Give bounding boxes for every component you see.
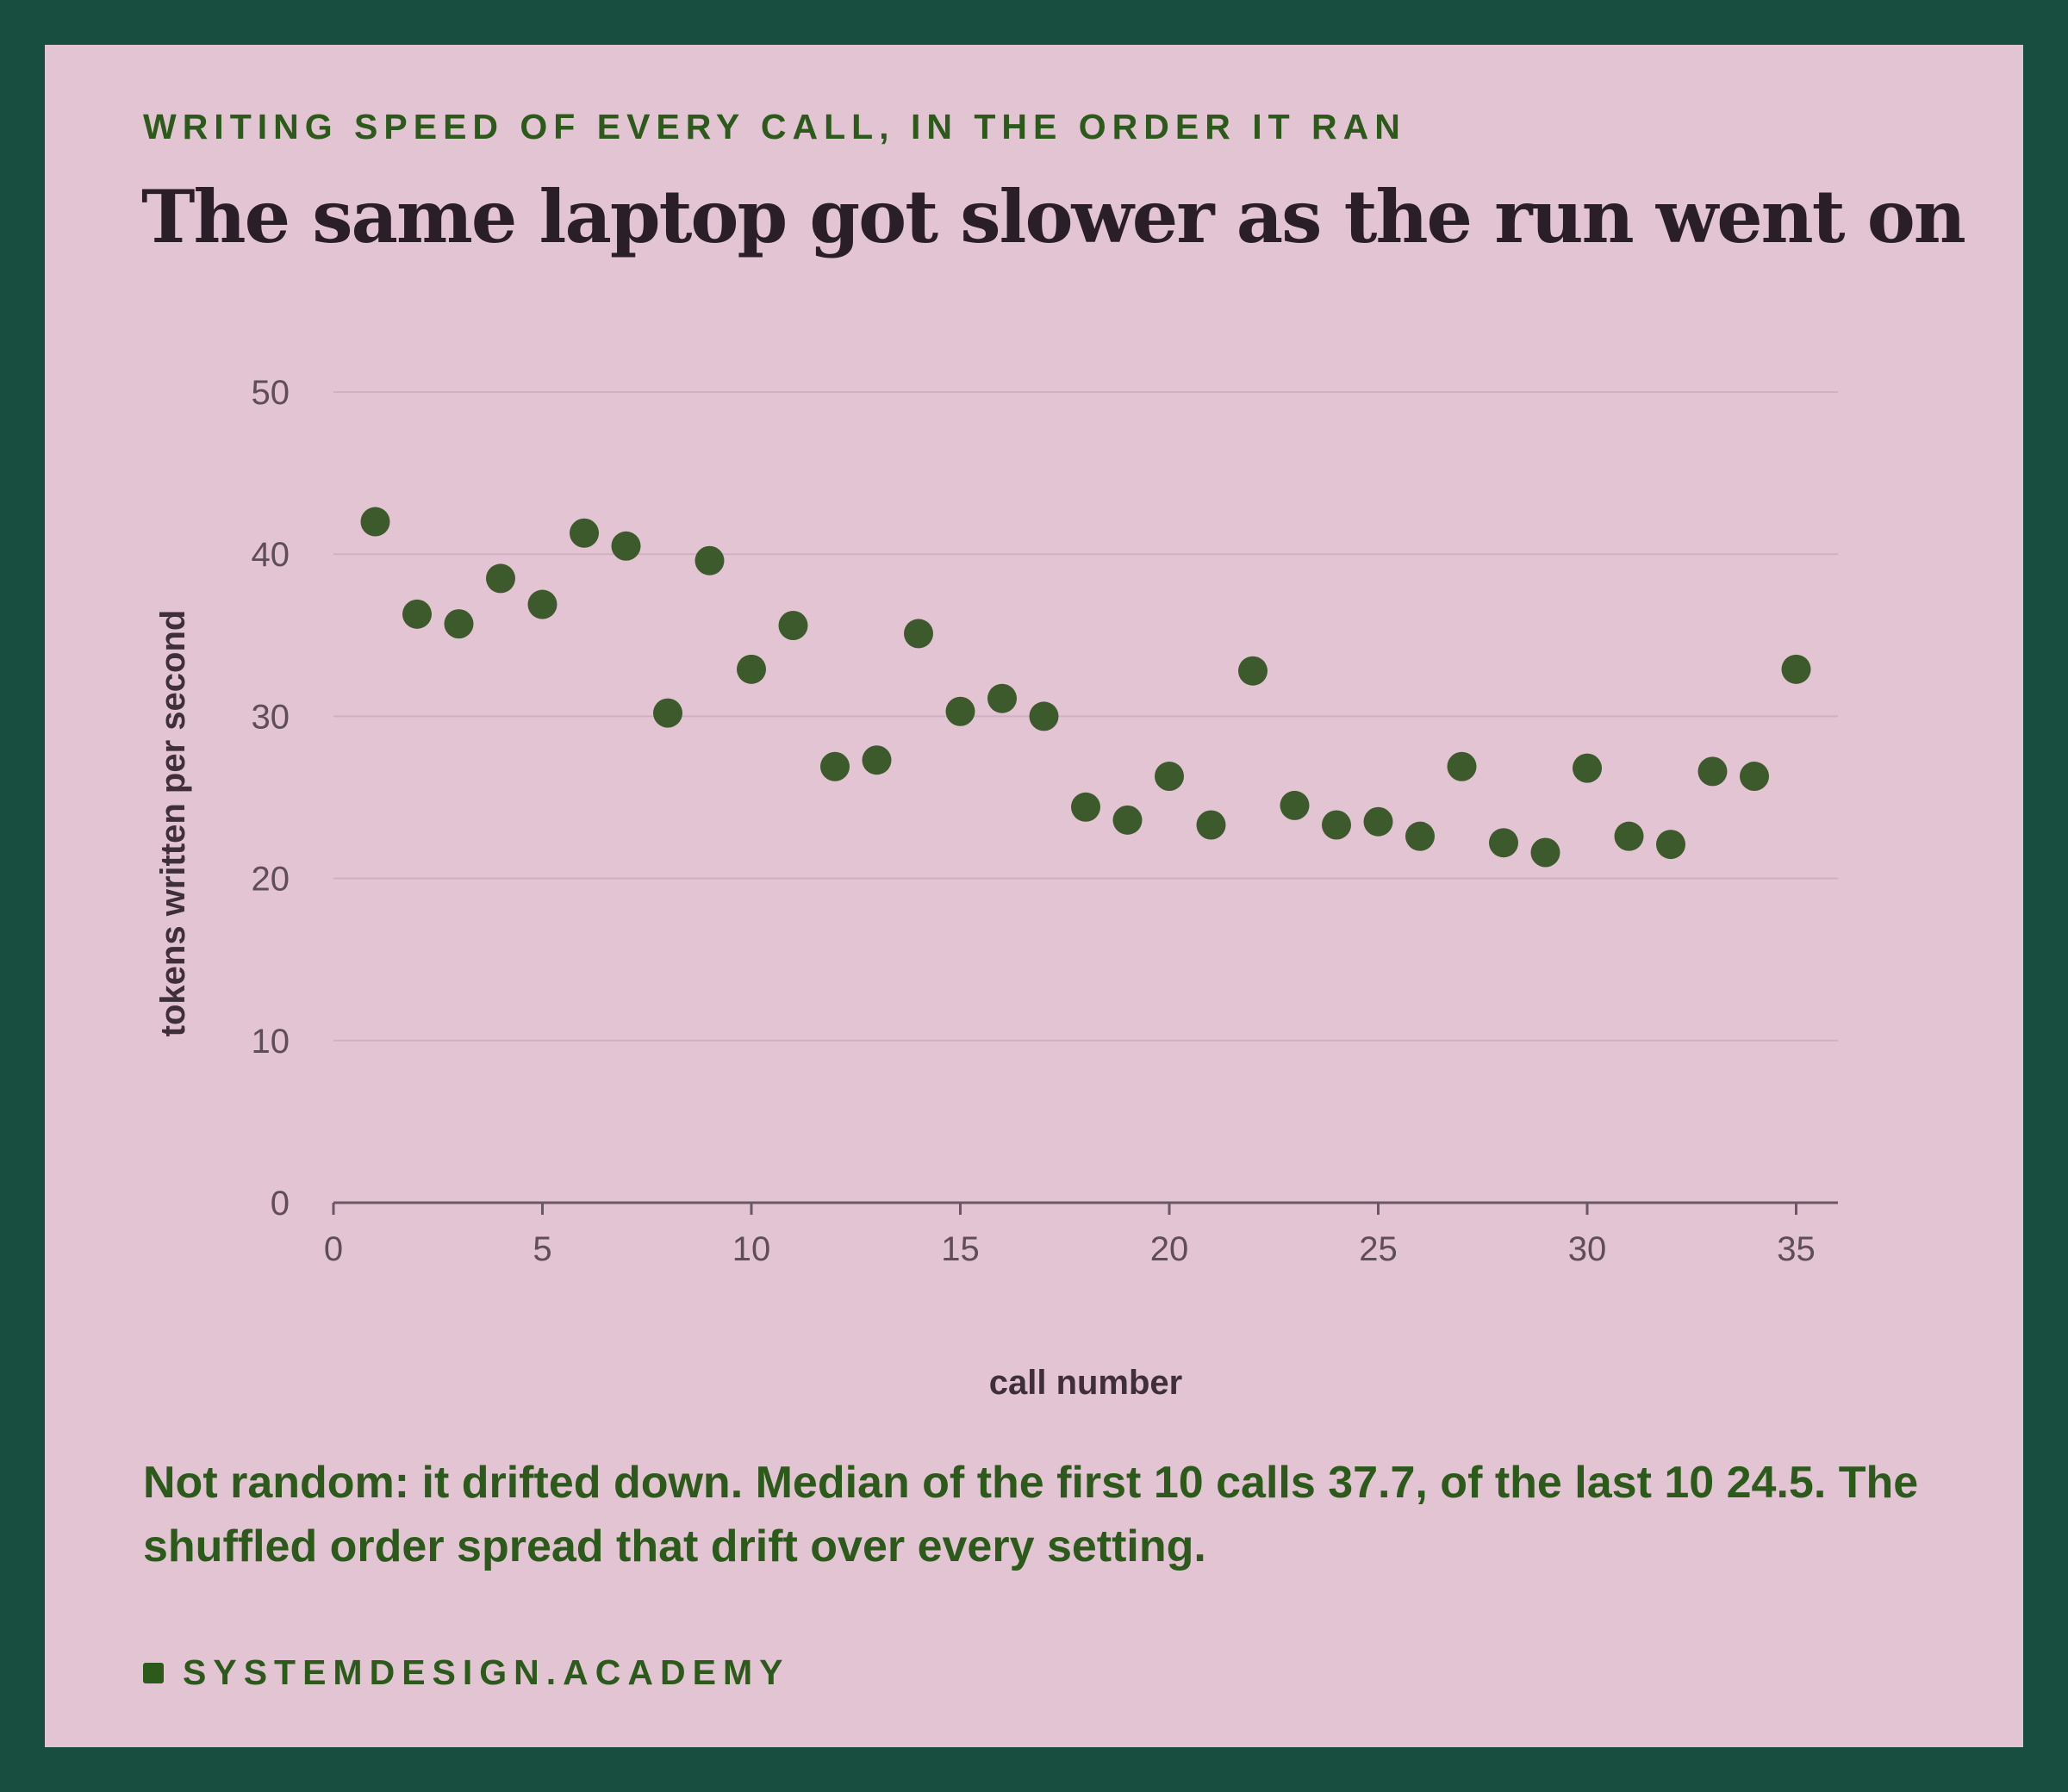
data-point [1530,837,1560,868]
data-point [1573,753,1602,783]
data-point [360,507,390,537]
data-point [402,599,432,629]
footer-brand: SYSTEMDESIGN.ACADEMY [143,1652,789,1693]
data-point [1781,654,1811,684]
data-point [820,751,850,781]
x-tick-label: 15 [941,1230,980,1268]
y-tick-label: 50 [252,374,290,412]
data-point [1155,762,1184,792]
data-point [987,683,1017,713]
brand-square-icon [143,1662,164,1683]
data-point [1238,656,1268,686]
data-point [778,611,808,641]
data-point [1029,701,1059,731]
data-point [486,563,515,594]
y-tick-label: 20 [252,861,290,899]
x-axis-title: call number [989,1364,1183,1402]
data-point [695,545,725,576]
chart-card: WRITING SPEED OF EVERY CALL, IN THE ORDE… [45,45,2023,1747]
data-point [527,589,557,619]
data-point [1071,792,1100,822]
data-point [444,609,474,639]
data-point [1280,790,1310,820]
y-tick-label: 0 [271,1185,290,1223]
data-point [904,619,933,649]
data-point [1405,821,1435,851]
data-point [1112,805,1143,835]
x-tick-label: 20 [1150,1230,1189,1268]
data-point [737,654,766,684]
footer-text: SYSTEMDESIGN.ACADEMY [183,1652,790,1692]
data-point [1614,821,1644,851]
x-tick-label: 35 [1777,1230,1816,1268]
data-point [1322,810,1351,840]
data-point [1447,751,1477,781]
data-point [653,698,682,728]
data-point [570,518,599,548]
data-point [1656,830,1685,860]
x-tick-label: 10 [732,1230,771,1268]
data-point [1489,828,1518,858]
x-tick-label: 0 [324,1230,343,1268]
x-tick-label: 25 [1359,1230,1398,1268]
x-tick-label: 5 [533,1230,551,1268]
chart-kicker: WRITING SPEED OF EVERY CALL, IN THE ORDE… [143,107,1406,146]
chart-title: The same laptop got slower as the run we… [141,174,1966,259]
x-tick-label: 30 [1568,1230,1607,1268]
chart-note: Not random: it drifted down. Median of t… [143,1458,1919,1571]
y-axis-title: tokens written per second [154,610,192,1037]
data-point [1196,810,1226,840]
data-point [1363,806,1393,837]
data-point [1740,762,1769,792]
data-point [611,531,641,561]
data-point [1697,756,1728,787]
data-point [945,696,975,726]
y-tick-label: 30 [252,698,290,736]
y-tick-label: 10 [252,1023,290,1061]
y-tick-label: 40 [252,536,290,574]
data-point [862,745,892,775]
